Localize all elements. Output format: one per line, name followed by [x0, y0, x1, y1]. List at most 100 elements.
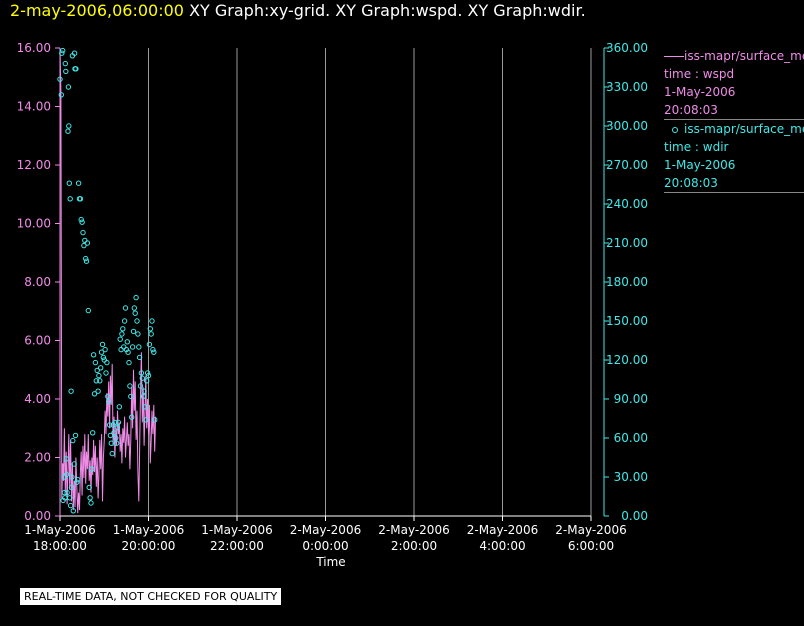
data-point-wdir [128, 393, 134, 400]
data-point-wdir [86, 484, 92, 491]
data-point-wdir [141, 388, 147, 394]
data-point-wdir [143, 417, 149, 423]
data-point-wdir [131, 305, 138, 311]
data-point-wdir [150, 346, 156, 353]
legend-marker [672, 126, 678, 133]
legend-time-label: time : wdir [664, 140, 729, 154]
data-point-wdir [58, 92, 64, 98]
x-tick-date: 1-May-2006 [113, 523, 184, 537]
data-point-wdir [68, 388, 74, 394]
data-point-wdir [121, 344, 127, 350]
data-point-wdir [67, 196, 73, 202]
left-y-tick-label: 10.00 [17, 217, 51, 231]
data-point-wdir [148, 331, 154, 337]
data-point-wdir [129, 344, 136, 350]
data-point-wdir [93, 378, 100, 384]
legend: iss-mapr/surface_met time : wspd 1-May-200… [664, 47, 804, 193]
data-point-wdir [62, 60, 69, 67]
left-y-tick-label: 12.00 [17, 158, 51, 172]
data-point-wdir [121, 318, 128, 324]
data-point-wdir [118, 346, 124, 353]
data-point-wdir [87, 495, 93, 501]
data-point-wdir [73, 66, 79, 72]
data-point-wdir [130, 328, 137, 335]
timestamp: 2-may-2006,06:00:00 [10, 1, 184, 20]
quality-disclaimer: REAL-TIME DATA, NOT CHECKED FOR QUALITY [20, 588, 282, 605]
data-point-wdir [89, 466, 95, 472]
data-point-wdir [137, 383, 144, 389]
data-point-wdir [125, 349, 131, 355]
chart-title: 2-may-2006,06:00:00 XY Graph:xy-grid. XY… [10, 1, 586, 20]
data-point-wdir [69, 474, 75, 480]
data-point-wdir [104, 359, 110, 366]
data-point-wdir [136, 344, 142, 350]
data-point-wdir [107, 432, 114, 439]
data-point-wdir [145, 372, 152, 379]
x-axis-label: Time [315, 555, 345, 569]
data-point-wdir [63, 68, 69, 75]
x-tick-time: 20:00:00 [122, 539, 176, 553]
data-point-wdir [108, 440, 115, 446]
right-y-tick-label: 330.00 [606, 80, 648, 94]
x-tick-time: 2:00:00 [391, 539, 437, 553]
data-point-wdir [135, 331, 141, 337]
data-point-wdir [111, 430, 117, 436]
data-point-wdir [106, 398, 112, 405]
data-point-wdir [66, 180, 73, 186]
data-point-wdir [67, 495, 73, 501]
data-point-wdir [84, 240, 91, 246]
data-point-wdir [151, 349, 157, 355]
right-y-tick-label: 360.00 [606, 41, 648, 55]
data-point-wdir [127, 383, 133, 389]
left-y-tick-label: 8.00 [24, 275, 51, 289]
data-point-wdir [74, 479, 80, 485]
data-point-wdir [77, 196, 84, 202]
right-y-tick-label: 90.00 [614, 392, 648, 406]
data-point-wdir [71, 461, 77, 467]
data-point-wdir [140, 393, 146, 400]
x-tick-date: 2-May-2006 [555, 523, 626, 537]
data-point-wdir [103, 370, 109, 376]
data-point-wdir [81, 242, 87, 249]
data-point-wdir [83, 258, 90, 264]
left-y-tick-label: 16.00 [17, 41, 51, 55]
left-y-tick-label: 4.00 [24, 392, 51, 406]
data-point-wdir [59, 50, 65, 56]
data-point-wdir [139, 375, 146, 381]
x-tick-date: 2-May-2006 [467, 523, 538, 537]
data-point-wdir [60, 47, 66, 54]
data-point-wdir [144, 378, 150, 384]
data-point-wdir [80, 229, 86, 236]
data-point-wdir [136, 354, 143, 361]
legend-series-name: iss-mapr/surface_met [684, 122, 804, 136]
data-point-wdir [144, 370, 151, 376]
data-point-wdir [94, 367, 100, 374]
data-point-wdir [96, 372, 102, 379]
data-point-wdir [119, 331, 125, 337]
data-point-wdir [64, 489, 70, 496]
data-point-wdir [65, 84, 72, 90]
data-point-wdir [67, 502, 74, 509]
data-point-wdir [71, 50, 78, 56]
left-y-tick-label: 2.00 [24, 451, 51, 465]
data-point-wdir [129, 414, 135, 420]
data-point-wdir [147, 326, 154, 332]
legend-series-name: iss-mapr/surface_met [684, 49, 804, 63]
right-y-tick-label: 210.00 [606, 236, 648, 250]
data-point-wdir [83, 255, 89, 262]
data-point-wdir [149, 318, 155, 324]
right-y-tick-label: 120.00 [606, 353, 648, 367]
legend-date: 1-May-2006 [664, 85, 736, 99]
data-point-wdir [109, 450, 115, 457]
x-tick-date: 1-May-2006 [24, 523, 95, 537]
data-point-wdir [72, 432, 79, 439]
data-point-wdir [113, 435, 119, 441]
data-point-wdir [146, 341, 153, 348]
right-y-tick-label: 240.00 [606, 197, 648, 211]
data-point-wdir [82, 237, 88, 244]
data-point-wdir [122, 305, 129, 311]
left-y-tick-label: 14.00 [17, 100, 51, 114]
data-point-wdir [75, 180, 82, 186]
data-point-wdir [106, 422, 113, 428]
x-tick-time: 18:00:00 [33, 539, 87, 553]
